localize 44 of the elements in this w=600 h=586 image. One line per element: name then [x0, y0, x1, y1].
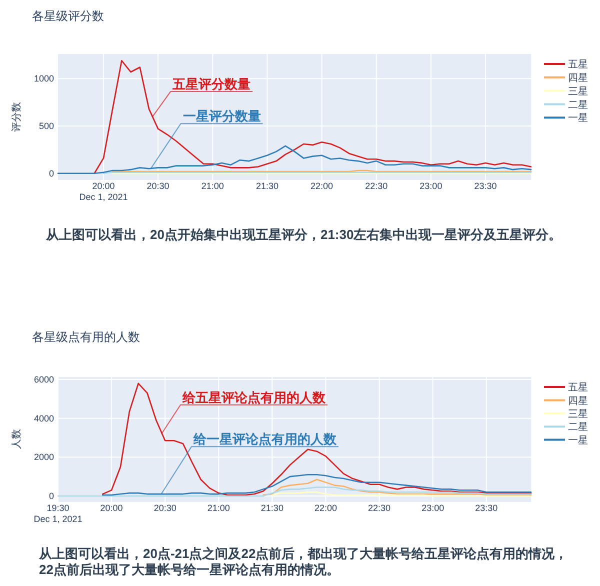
x-tick-label: 22:30 — [365, 181, 388, 191]
legend-label: 二星 — [568, 100, 588, 111]
annotation: 给五星评论点有用的人数 — [182, 390, 327, 405]
x-tick-label: 20:00 — [100, 503, 123, 513]
legend-label: 一星 — [568, 113, 588, 124]
y-tick-label: 6000 — [34, 374, 54, 385]
y-tick-label: 0 — [48, 168, 54, 178]
y-tick-label: 2000 — [34, 452, 54, 462]
annotation: 一星评分数量 — [182, 108, 261, 124]
legend-label: 五星 — [568, 60, 588, 71]
x-tick-label: 21:00 — [207, 503, 230, 513]
y-axis-title: 人数 — [12, 429, 22, 449]
x-tick-label: 21:00 — [201, 181, 224, 191]
legend-label: 三星 — [568, 409, 588, 420]
annotation: 五星评分数量 — [172, 76, 251, 92]
x-tick-label: 20:00 Dec 1, 2021 — [79, 181, 128, 202]
x-tick-label: 23:30 — [475, 503, 498, 513]
x-tick-label: 20:30 — [146, 181, 170, 191]
x-tick-label: 22:30 — [368, 503, 391, 513]
legend-label: 一星 — [568, 435, 588, 446]
x-tick-label: 21:30 — [260, 503, 284, 513]
x-tick-label: 21:30 — [256, 181, 278, 191]
text: 从上图可以看出，20点-21点之间及22点前后，都出现了大量帐号给五星评论点有用的情况，22点前后出现了大量帐号给一星评论点有用的情况。 — [39, 546, 569, 577]
x-tick-label: 23:30 — [474, 181, 497, 191]
legend-label: 四星 — [568, 396, 588, 407]
chart-title: 各星级评分数 — [32, 9, 104, 23]
chart-title: 各星级点有用的人数 — [32, 330, 140, 344]
legend-label: 三星 — [568, 86, 588, 98]
annotation: 给一星评论点有用的人数 — [192, 432, 338, 447]
x-tick-label: 22:00 — [310, 181, 334, 191]
y-tick-label: 500 — [38, 121, 54, 131]
x-tick-label: 23:00 — [420, 181, 442, 191]
x-tick-label: 19:30 Dec 1, 2021 — [34, 503, 82, 524]
legend-label: 四星 — [568, 73, 588, 84]
legend-label: 五星 — [568, 382, 588, 394]
x-tick-label: 22:00 — [314, 503, 337, 513]
y-tick-label: 4000 — [34, 413, 54, 424]
x-tick-label: 20:30 — [154, 503, 176, 513]
y-axis-title: 评分数 — [10, 102, 22, 132]
legend-label: 二星 — [568, 422, 588, 434]
y-tick-label: 0 — [48, 490, 54, 501]
y-tick-label: 1000 — [34, 74, 54, 84]
x-tick-label: 23:00 — [422, 503, 444, 513]
text: 从上图可以看出，20点开始集中出现五星评分，21:30左右集中出现一星评分及五星评分。 — [46, 227, 563, 242]
